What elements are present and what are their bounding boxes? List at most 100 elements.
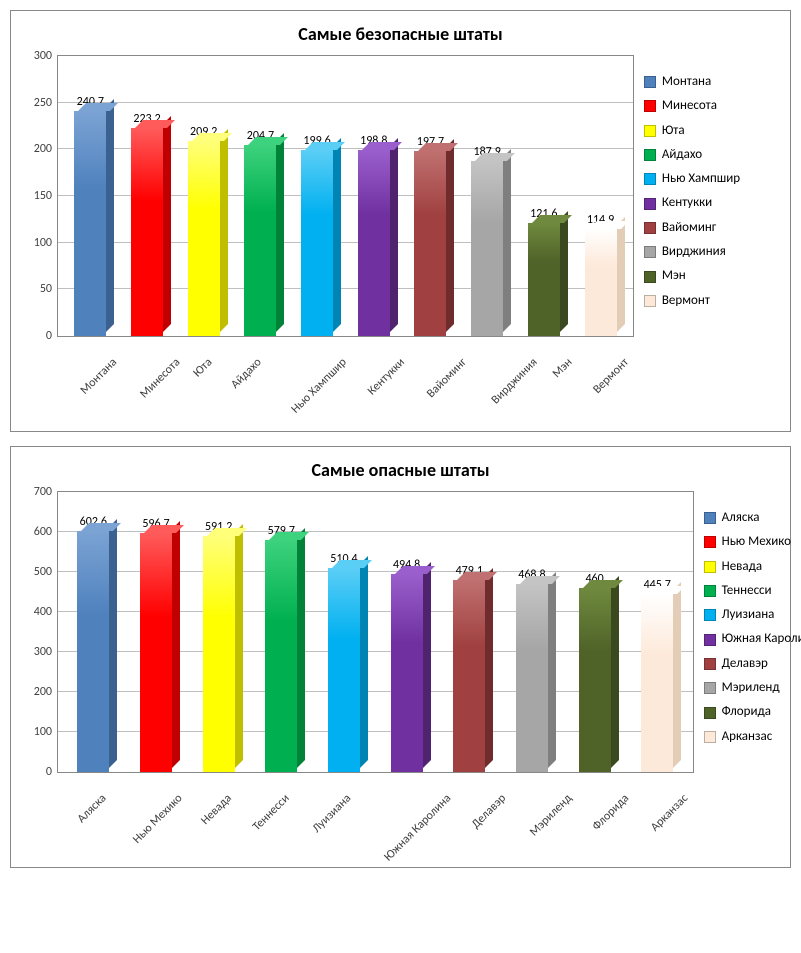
legend-label: Нью Мехико [722, 535, 791, 549]
bar [528, 223, 560, 336]
bar-side-face [297, 528, 305, 768]
legend-item: Минесота [644, 99, 801, 113]
bar [585, 229, 617, 336]
bar-slot: 204,7 [232, 56, 289, 336]
x-labels-row: МонтанаМинесотаЮтаАйдахоНью ХампширКенту… [57, 337, 634, 423]
legend: МонтанаМинесотаЮтаАйдахоНью ХампширКенту… [634, 55, 801, 318]
legend-label: Невада [722, 560, 763, 574]
bar-side-face [503, 149, 511, 332]
bar [453, 580, 485, 772]
legend-swatch [644, 295, 656, 307]
bar-side-face [333, 138, 341, 332]
legend-item: Невада [704, 560, 801, 574]
legend-item: Мэриленд [704, 681, 801, 695]
bar-side-face [673, 582, 681, 768]
legend-label: Мэриленд [722, 681, 780, 695]
plot-area: 0100200300400500600700602,6596,7591,2579… [57, 491, 694, 773]
legend-label: Вайоминг [662, 221, 716, 235]
legend-swatch [644, 76, 656, 88]
y-tick-label: 200 [34, 685, 58, 699]
y-tick-label: 250 [34, 96, 58, 110]
bar-slot: 479,1 [438, 492, 501, 772]
legend-swatch [704, 512, 716, 524]
y-tick-label: 300 [34, 49, 58, 63]
bar-side-face [611, 576, 619, 768]
y-tick-label: 200 [34, 142, 58, 156]
plot-area: 050100150200250300240,7223,2209,2204,719… [57, 55, 634, 337]
bar [74, 111, 106, 336]
bar-front [453, 580, 485, 772]
bar-side-face [106, 99, 114, 332]
y-tick-label: 500 [34, 565, 58, 579]
chart-title: Самые безопасные штаты [21, 23, 780, 45]
legend-swatch [644, 125, 656, 137]
legend-item: Луизиана [704, 608, 801, 622]
bar-slot: 445,7 [626, 492, 689, 772]
bar-slot: 199,6 [289, 56, 346, 336]
y-tick-label: 600 [34, 525, 58, 539]
legend-item: Кентукки [644, 196, 801, 210]
bar [140, 533, 172, 772]
bar-front [301, 150, 333, 336]
bar-slot: 209,2 [175, 56, 232, 336]
bar [131, 128, 163, 336]
legend-label: Теннесси [722, 584, 772, 598]
bar [301, 150, 333, 336]
bar-front [391, 574, 423, 772]
legend-label: Нью Хампшир [662, 172, 740, 186]
legend-swatch [704, 561, 716, 573]
bar-front [585, 229, 617, 336]
bar-front [244, 145, 276, 336]
bar-slot: 468,8 [501, 492, 564, 772]
bar [579, 588, 611, 772]
legend-label: Флорида [722, 705, 771, 719]
legend-swatch [704, 609, 716, 621]
legend-swatch [704, 585, 716, 597]
bar-slot: 596,7 [125, 492, 188, 772]
chart-panel-0: Самые безопасные штаты 050100150200250300… [10, 10, 791, 432]
bar-top-face [207, 528, 247, 536]
legend-swatch [704, 682, 716, 694]
bar-side-face [485, 568, 493, 768]
bar [516, 584, 548, 772]
legend-item: Флорида [704, 705, 801, 719]
legend-swatch [704, 658, 716, 670]
legend-item: Юта [644, 124, 801, 138]
bar-slot: 460 [563, 492, 626, 772]
bar [77, 531, 109, 772]
y-tick-label: 100 [34, 725, 58, 739]
bar [265, 540, 297, 772]
legend-swatch [644, 149, 656, 161]
bar-side-face [446, 139, 454, 332]
legend-label: Арканзас [722, 730, 773, 744]
bar [328, 568, 360, 772]
bar [188, 141, 220, 336]
bar-slot: 591,2 [187, 492, 250, 772]
bar-slot: 121,6 [516, 56, 573, 336]
legend-label: Кентукки [662, 196, 712, 210]
legend-swatch [644, 246, 656, 258]
bar-side-face [360, 556, 368, 768]
bar-side-face [548, 572, 556, 768]
bar [203, 536, 235, 772]
legend-item: Нью Хампшир [644, 172, 801, 186]
legend-label: Аляска [722, 511, 760, 525]
y-tick-label: 700 [34, 485, 58, 499]
chart-title: Самые опасные штаты [21, 459, 780, 481]
bar-front [528, 223, 560, 336]
plot-region: 0100200300400500600700602,6596,7591,2579… [21, 491, 694, 859]
bar-front [188, 141, 220, 336]
y-tick-label: 300 [34, 645, 58, 659]
bar-front [516, 584, 548, 772]
bar-side-face [109, 519, 117, 768]
plot-region: 050100150200250300240,7223,2209,2204,719… [21, 55, 634, 423]
bar-slot: 510,4 [313, 492, 376, 772]
bars-row: 602,6596,7591,2579,7510,4494,8479,1468,8… [58, 492, 693, 772]
legend-label: Вермонт [662, 294, 710, 308]
legend-swatch [704, 731, 716, 743]
bar-side-face [617, 217, 625, 332]
legend-item: Мэн [644, 269, 801, 283]
bar [471, 161, 503, 336]
legend-swatch [704, 536, 716, 548]
bar-side-face [390, 138, 398, 332]
